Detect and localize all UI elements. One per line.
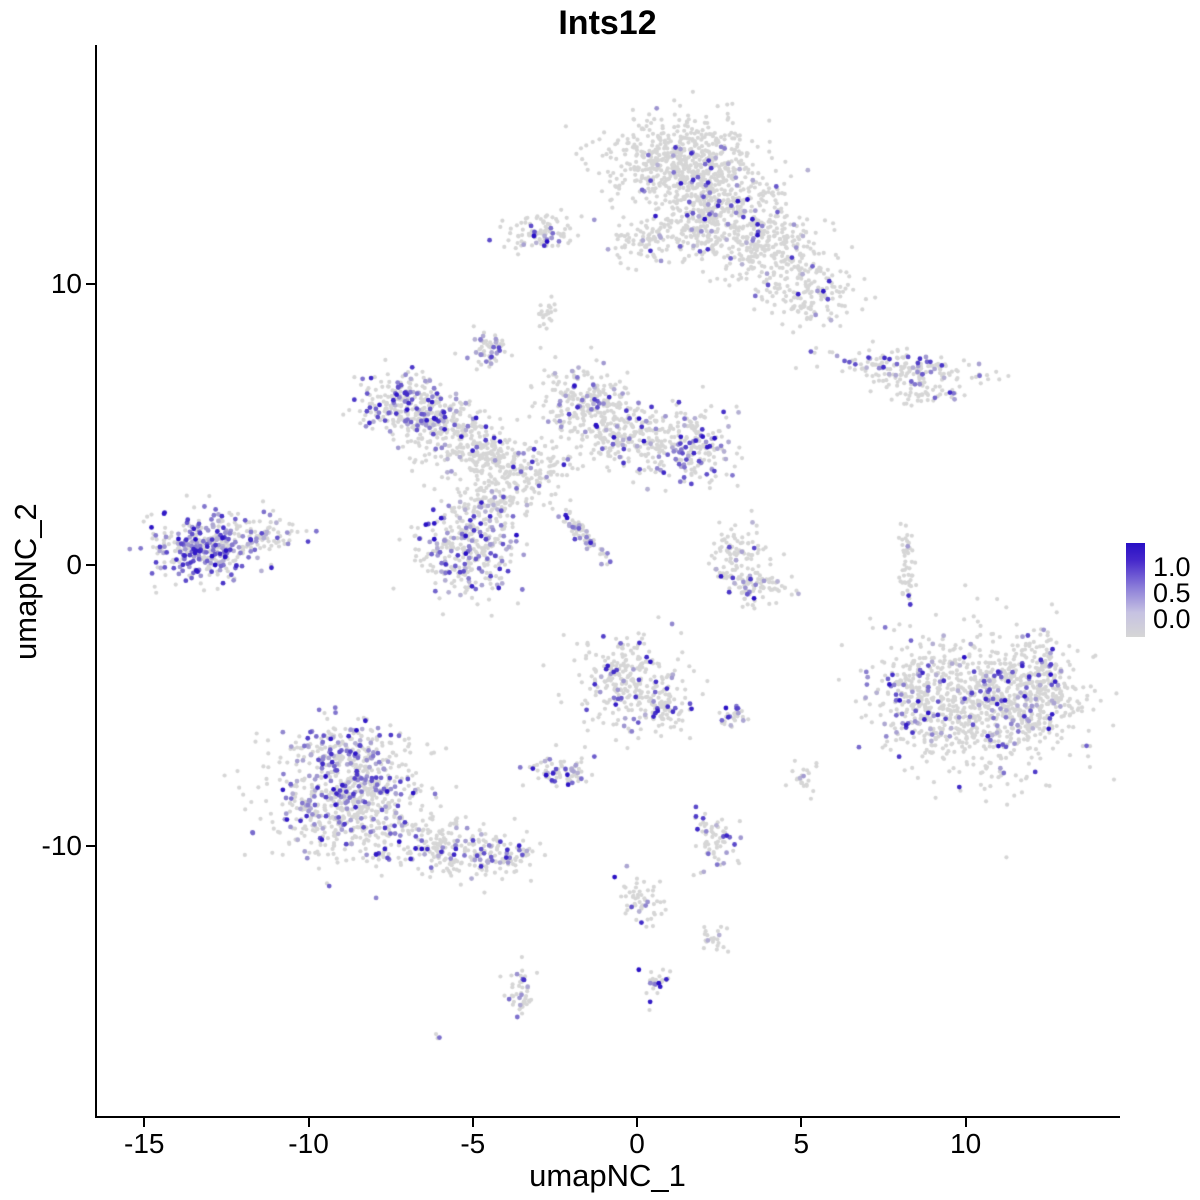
- x-tick-label: -10: [288, 1128, 329, 1159]
- y-tick-mark: [86, 844, 95, 847]
- colorbar-gradient: [1126, 543, 1145, 637]
- x-tick-label: 10: [950, 1128, 982, 1159]
- colorbar-legend: 1.0 0.5 0.0: [1126, 543, 1198, 643]
- x-tick-mark: [471, 1118, 474, 1127]
- y-tick-mark: [86, 282, 95, 285]
- legend-tick-label: 0.5: [1153, 578, 1191, 608]
- x-tick-mark: [964, 1118, 967, 1127]
- y-tick-label: 10: [50, 267, 82, 299]
- y-tick-label: -10: [41, 829, 82, 861]
- x-tick-label: 0: [629, 1128, 645, 1159]
- y-axis-label: umapNC_2: [8, 503, 43, 660]
- legend-tick-label: 0.0: [1153, 604, 1191, 634]
- scatter-points-canvas: [97, 45, 1120, 1116]
- x-tick-label: -15: [124, 1128, 165, 1159]
- legend-tick-label: 1.0: [1153, 552, 1191, 582]
- x-tick-mark: [636, 1118, 639, 1127]
- y-tick-label: 0: [66, 548, 82, 580]
- x-tick-label: 5: [793, 1128, 810, 1159]
- x-tick-mark: [307, 1118, 310, 1127]
- plot-title: Ints12: [558, 4, 657, 42]
- x-axis-label: umapNC_1: [529, 1158, 686, 1193]
- x-tick-label: -5: [460, 1128, 486, 1159]
- x-tick-mark: [143, 1118, 146, 1127]
- plot-panel: [95, 45, 1120, 1118]
- x-tick-mark: [800, 1118, 803, 1127]
- y-tick-mark: [86, 563, 95, 566]
